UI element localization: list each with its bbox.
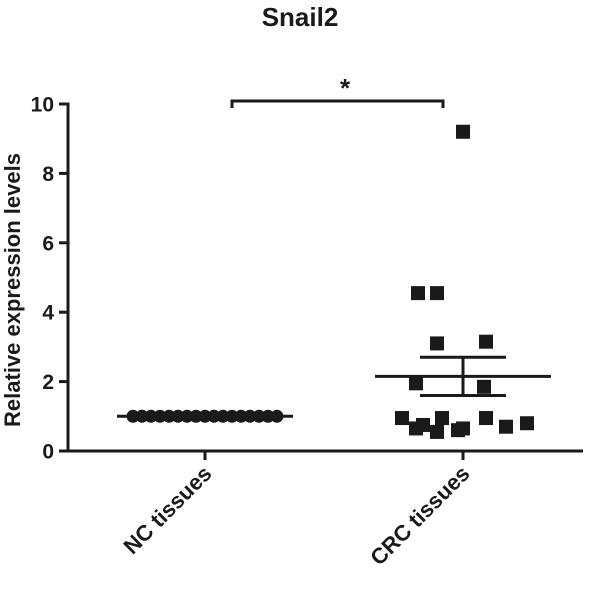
y-axis: 0 2 4 6 8 10 [31,94,70,464]
crc-data-point [520,416,534,431]
crc-data-point [479,334,493,349]
crc-data-point [395,411,409,426]
significance-bracket [230,99,445,108]
y-tick-label: 2 [42,371,54,394]
x-tick-label: NC tissues [118,461,216,559]
significance-annotation: * [230,73,445,108]
x-tick-label: CRC tissues [365,461,474,570]
crc-data-point [479,411,493,426]
y-axis-label: Relative expression levels [0,153,25,427]
crc-data-point [409,421,423,436]
y-tick-label: 4 [42,302,54,325]
y-tick-label: 8 [42,163,54,186]
crc-data-point [435,411,449,426]
mean-sem-bars [117,355,551,418]
crc-data-point [430,336,444,351]
crc-data-point [499,419,513,434]
crc-data-point [477,379,491,394]
data-points [126,124,534,439]
crc-data-point [430,424,444,439]
crc-data-point [451,423,465,438]
crc-data-point [409,376,423,391]
y-tick-label: 10 [31,94,54,117]
significance-marker: * [340,73,351,103]
crc-data-point [411,286,425,301]
x-axis: NC tissues CRC tissues [66,449,583,570]
chart-title: Snail2 [262,2,339,32]
crc-data-point [456,124,470,139]
y-tick-label: 6 [42,232,54,255]
crc-data-point [430,286,444,301]
y-tick-label: 0 [42,441,54,464]
